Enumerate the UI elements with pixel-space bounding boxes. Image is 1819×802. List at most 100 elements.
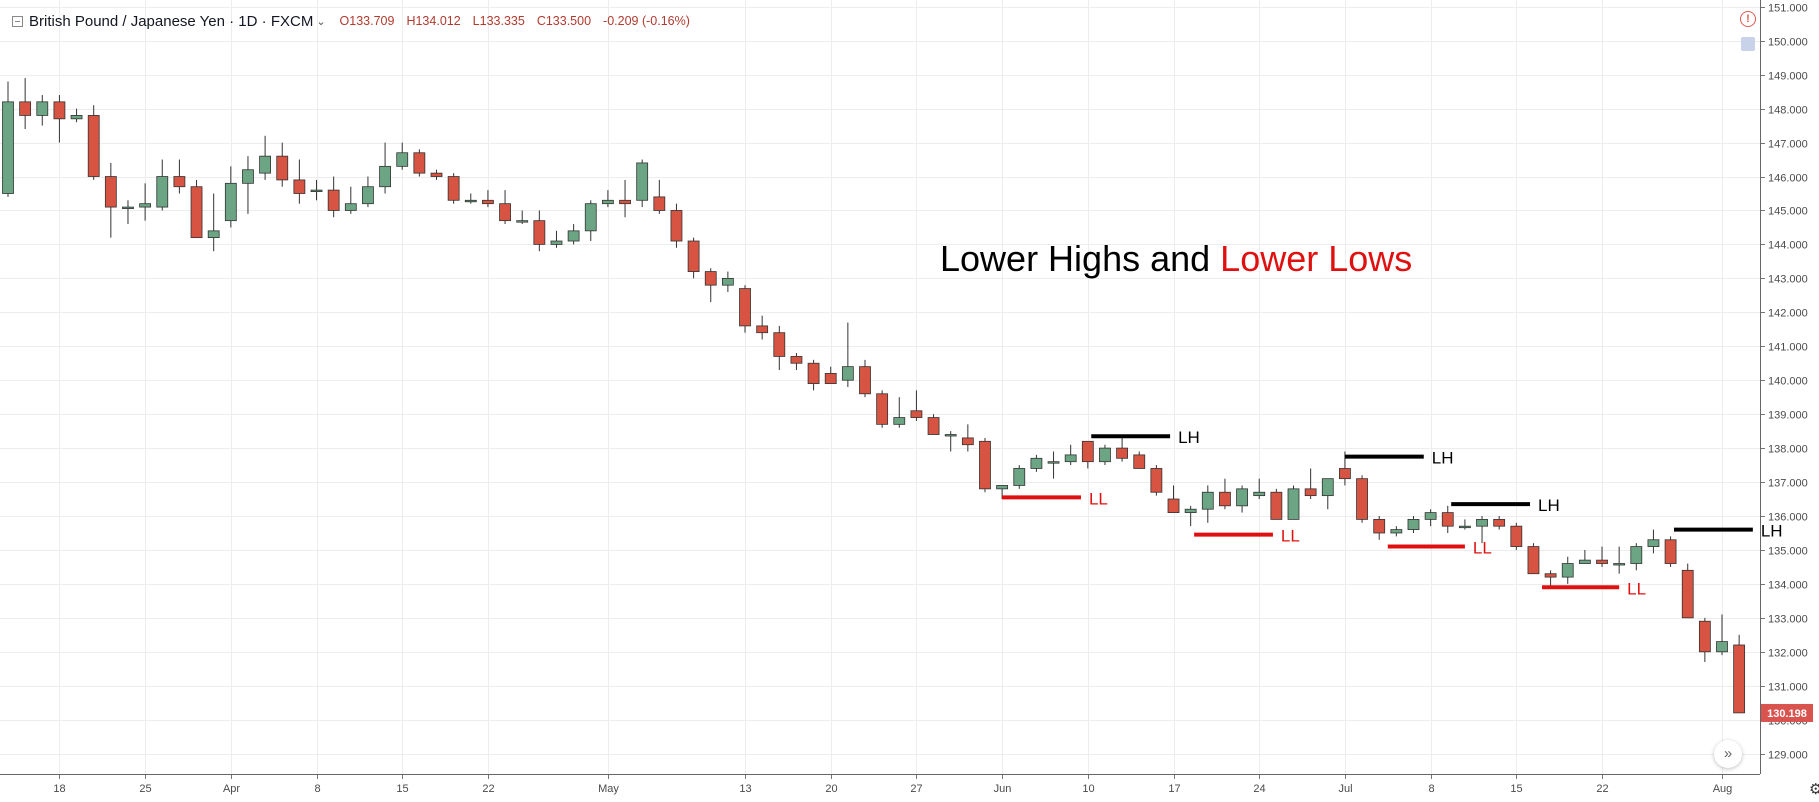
candle-body: [499, 203, 511, 222]
y-tick-label: 148.000: [1768, 105, 1808, 117]
candle: [516, 210, 529, 225]
gear-icon[interactable]: ⚙: [1809, 781, 1819, 798]
candle-body: [122, 206, 134, 209]
x-tick-label: 13: [739, 783, 751, 795]
candle-body: [859, 366, 871, 395]
candle-body: [516, 220, 529, 223]
lower-high-marker: LH: [1344, 449, 1454, 468]
candle-body: [1081, 440, 1094, 463]
candle: [841, 322, 854, 387]
candle: [379, 142, 391, 194]
candle: [1424, 509, 1437, 527]
y-tick-label: 145.000: [1768, 206, 1808, 218]
candle-body: [139, 203, 152, 208]
candle-body: [224, 182, 237, 222]
candle: [1304, 468, 1317, 500]
candle: [602, 190, 614, 208]
candle: [1184, 505, 1197, 527]
candle-body: [1253, 491, 1266, 497]
candle-body: [704, 271, 717, 286]
screenshot-icon[interactable]: [1741, 37, 1755, 51]
candle: [910, 390, 923, 421]
candle-body: [841, 366, 854, 381]
candle-body: [961, 437, 974, 446]
candle: [1544, 570, 1557, 588]
scroll-forward-icon[interactable]: »: [1714, 740, 1742, 768]
candle: [1321, 478, 1334, 510]
candle: [1476, 516, 1488, 544]
x-tick-label: 18: [53, 783, 65, 795]
candle: [687, 237, 700, 279]
candle-body: [482, 199, 494, 205]
x-tick-label: 25: [139, 783, 151, 795]
annotation-label: LH: [1178, 428, 1200, 447]
candle-body: [362, 186, 374, 205]
candle: [139, 183, 152, 221]
y-tick-label: 129.000: [1768, 750, 1808, 762]
symbol-title[interactable]: British Pound / Japanese Yen · 1D · FXCM: [29, 12, 314, 30]
candle: [1561, 556, 1574, 584]
candle-body: [1510, 525, 1523, 547]
candle: [1578, 549, 1591, 564]
candle-body: [807, 362, 820, 385]
candle-body: [739, 288, 751, 327]
candle-body: [53, 101, 66, 120]
candle-body: [1407, 518, 1420, 530]
candle-body: [396, 152, 409, 167]
candle-body: [1287, 488, 1300, 520]
ohlc-open: O133.709: [339, 14, 395, 28]
candle: [87, 105, 100, 180]
candle-body: [670, 210, 683, 242]
candle-body: [379, 165, 391, 188]
candle-body: [1476, 518, 1488, 527]
chevron-down-icon[interactable]: ⌄: [316, 15, 326, 28]
candle-body: [1596, 559, 1608, 564]
candle: [413, 149, 426, 177]
candle-body: [1150, 468, 1163, 493]
x-tick-label: 15: [396, 783, 408, 795]
candle-body: [636, 162, 649, 201]
candle-body: [1441, 512, 1454, 527]
candle: [1219, 478, 1231, 510]
y-tick-label: 150.000: [1768, 37, 1808, 49]
candle-body: [190, 186, 203, 239]
candle: [1167, 485, 1180, 514]
candle: [207, 193, 220, 252]
candle-body: [1099, 447, 1111, 463]
candle-body: [1716, 641, 1728, 653]
candle-body: [1527, 546, 1540, 575]
candle-body: [464, 199, 477, 203]
y-tick-label: 141.000: [1768, 342, 1808, 354]
candle: [310, 179, 323, 201]
y-tick-label: 151.000: [1768, 3, 1808, 15]
candle-body: [1390, 529, 1403, 534]
warning-icon[interactable]: !: [1740, 11, 1756, 27]
candle-body: [276, 155, 289, 181]
candle: [824, 366, 837, 385]
candle: [584, 200, 597, 242]
candle-body: [2, 101, 14, 194]
x-tick-label: May: [598, 783, 619, 795]
candle: [173, 159, 186, 194]
y-tick-label: 143.000: [1768, 274, 1808, 286]
candle-body: [1459, 525, 1471, 529]
candle-body: [1047, 461, 1060, 464]
candle-body: [1424, 512, 1437, 520]
x-tick-label: 15: [1510, 783, 1522, 795]
candle-body: [207, 230, 220, 239]
ohlc-low: L133.335: [472, 14, 525, 28]
candle: [1716, 614, 1728, 656]
candle: [859, 359, 871, 398]
collapse-icon[interactable]: [12, 15, 23, 27]
candle-body: [1304, 488, 1317, 497]
candle-body: [790, 356, 803, 364]
candle-body: [1270, 491, 1283, 520]
candle: [1201, 485, 1214, 523]
candle-body: [1733, 644, 1746, 714]
candle: [1459, 519, 1471, 530]
candle-body: [1133, 454, 1146, 469]
candle: [1013, 465, 1026, 489]
annotation-label: LH: [1432, 449, 1454, 468]
y-tick-label: 142.000: [1768, 308, 1808, 320]
